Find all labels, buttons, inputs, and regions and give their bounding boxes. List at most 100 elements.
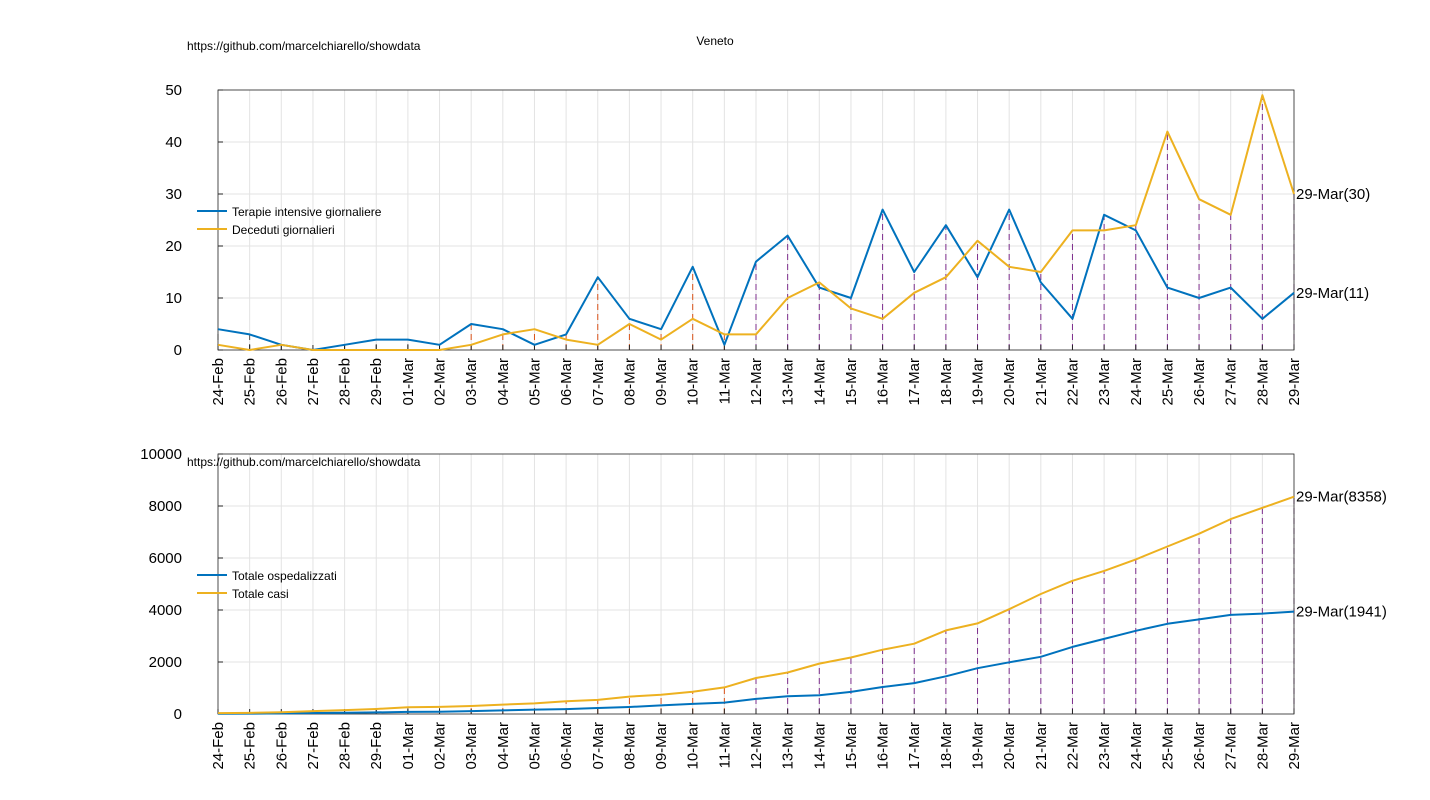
y-tick-label: 0 (174, 342, 182, 359)
y-tick-label: 10 (165, 290, 182, 307)
x-tick-label: 02-Mar (432, 722, 449, 770)
x-tick-label: 27-Mar (1223, 722, 1240, 770)
x-tick-label: 07-Mar (590, 358, 607, 406)
y-tick-label: 10000 (140, 446, 182, 463)
x-tick-label: 16-Mar (875, 722, 892, 770)
chart-bottom-totals: 0 2000 4000 6000 8000 10000 24-Feb 25-Feb 26-Feb… (140, 446, 1387, 770)
x-tick-label: 28-Mar (1254, 722, 1271, 770)
source-label-top: https://github.com/marcelchiarello/showd… (187, 39, 421, 53)
chart-top-daily: 0 10 20 30 40 50 24-Feb 25-Feb 26-Feb 27-Feb 28-Fe… (165, 82, 1370, 406)
series-points-0 (217, 209, 1295, 351)
x-tick-label: 25-Mar (1159, 358, 1176, 406)
x-tick-label: 18-Mar (938, 358, 955, 406)
figure-title: Veneto (696, 34, 734, 48)
x-tick-label: 17-Mar (906, 722, 923, 770)
x-tick-label: 26-Mar (1191, 722, 1208, 770)
x-tick-label: 10-Mar (685, 722, 702, 770)
x-tick-label: 24-Feb (210, 722, 227, 770)
x-tick-label: 29-Mar (1286, 358, 1303, 406)
x-tick-label: 12-Mar (748, 358, 765, 406)
x-tick-label: 27-Feb (305, 722, 322, 770)
x-tick-label: 09-Mar (653, 722, 670, 770)
x-tick-label: 20-Mar (1001, 722, 1018, 770)
x-tick-label: 07-Mar (590, 722, 607, 770)
x-tick-label: 21-Mar (1033, 722, 1050, 770)
x-tick-label: 28-Feb (337, 722, 354, 770)
x-tick-label: 01-Mar (400, 722, 417, 770)
end-label: 29-Mar(1941) (1296, 604, 1387, 621)
end-label: 29-Mar(11) (1296, 285, 1369, 302)
x-tick-label: 24-Mar (1128, 722, 1145, 770)
x-tick-label: 04-Mar (495, 722, 512, 770)
x-tick-label: 03-Mar (463, 722, 480, 770)
series-points-1 (217, 496, 1295, 714)
x-tick-label: 28-Mar (1254, 358, 1271, 406)
x-tick-label: 13-Mar (780, 358, 797, 406)
x-axis: 24-Feb 25-Feb 26-Feb 27-Feb 28-Feb 29-Feb 01-M… (210, 345, 1303, 406)
x-tick-label: 24-Feb (210, 358, 227, 406)
x-tick-label: 14-Mar (811, 358, 828, 406)
x-tick-label: 25-Feb (242, 358, 259, 406)
x-tick-label: 29-Mar (1286, 722, 1303, 770)
x-tick-label: 22-Mar (1064, 722, 1081, 770)
x-tick-label: 18-Mar (938, 722, 955, 770)
legend: Terapie intensive giornaliere Deceduti gi… (197, 205, 382, 237)
x-tick-label: 15-Mar (843, 722, 860, 770)
end-label: 29-Mar(8358) (1296, 489, 1387, 506)
legend-label: Terapie intensive giornaliere (232, 205, 382, 219)
x-tick-label: 13-Mar (780, 722, 797, 770)
x-tick-label: 28-Feb (337, 358, 354, 406)
end-label: 29-Mar(30) (1296, 186, 1370, 203)
x-tick-label: 21-Mar (1033, 358, 1050, 406)
x-tick-label: 03-Mar (463, 358, 480, 406)
legend-label: Totale ospedalizzati (232, 569, 337, 583)
series-points-0 (217, 611, 1295, 714)
series-line-0 (217, 610, 1295, 715)
x-tick-label: 02-Mar (432, 358, 449, 406)
x-tick-label: 25-Mar (1159, 722, 1176, 770)
series-line-1 (217, 495, 1295, 715)
x-tick-label: 29-Feb (368, 358, 385, 406)
y-tick-label: 8000 (149, 498, 182, 515)
x-tick-label: 08-Mar (621, 722, 638, 770)
x-tick-label: 14-Mar (811, 722, 828, 770)
x-tick-label: 10-Mar (685, 358, 702, 406)
source-label-bottom: https://github.com/marcelchiarello/showd… (187, 455, 421, 469)
y-tick-label: 0 (174, 706, 182, 723)
x-tick-label: 17-Mar (906, 358, 923, 406)
x-tick-label: 26-Feb (273, 722, 290, 770)
x-tick-label: 19-Mar (970, 722, 987, 770)
y-tick-label: 50 (165, 82, 182, 99)
y-tick-label: 20 (165, 238, 182, 255)
y-tick-label: 6000 (149, 550, 182, 567)
y-tick-label: 4000 (149, 602, 182, 619)
x-tick-label: 08-Mar (621, 358, 638, 406)
y-axis: 0 10 20 30 40 50 (165, 82, 223, 359)
x-tick-label: 09-Mar (653, 358, 670, 406)
x-tick-label: 27-Mar (1223, 358, 1240, 406)
x-tick-label: 04-Mar (495, 358, 512, 406)
y-tick-label: 2000 (149, 654, 182, 671)
x-tick-label: 19-Mar (970, 358, 987, 406)
x-tick-label: 23-Mar (1096, 358, 1113, 406)
x-axis: 24-Feb 25-Feb 26-Feb 27-Feb 28-Feb 29-Feb 01-M… (210, 709, 1303, 770)
series-points-1 (217, 95, 1295, 351)
x-tick-label: 05-Mar (526, 358, 543, 406)
x-tick-label: 20-Mar (1001, 358, 1018, 406)
x-tick-label: 26-Feb (273, 358, 290, 406)
y-axis: 0 2000 4000 6000 8000 10000 (140, 446, 223, 723)
x-tick-label: 06-Mar (558, 722, 575, 770)
legend-label: Totale casi (232, 587, 289, 601)
x-tick-label: 29-Feb (368, 722, 385, 770)
legend-label: Deceduti giornalieri (232, 223, 335, 237)
x-tick-label: 12-Mar (748, 722, 765, 770)
x-tick-label: 05-Mar (526, 722, 543, 770)
x-tick-label: 26-Mar (1191, 358, 1208, 406)
x-tick-label: 25-Feb (242, 722, 259, 770)
y-tick-label: 40 (165, 134, 182, 151)
x-tick-label: 16-Mar (875, 358, 892, 406)
x-tick-label: 22-Mar (1064, 358, 1081, 406)
x-tick-label: 06-Mar (558, 358, 575, 406)
x-tick-label: 23-Mar (1096, 722, 1113, 770)
